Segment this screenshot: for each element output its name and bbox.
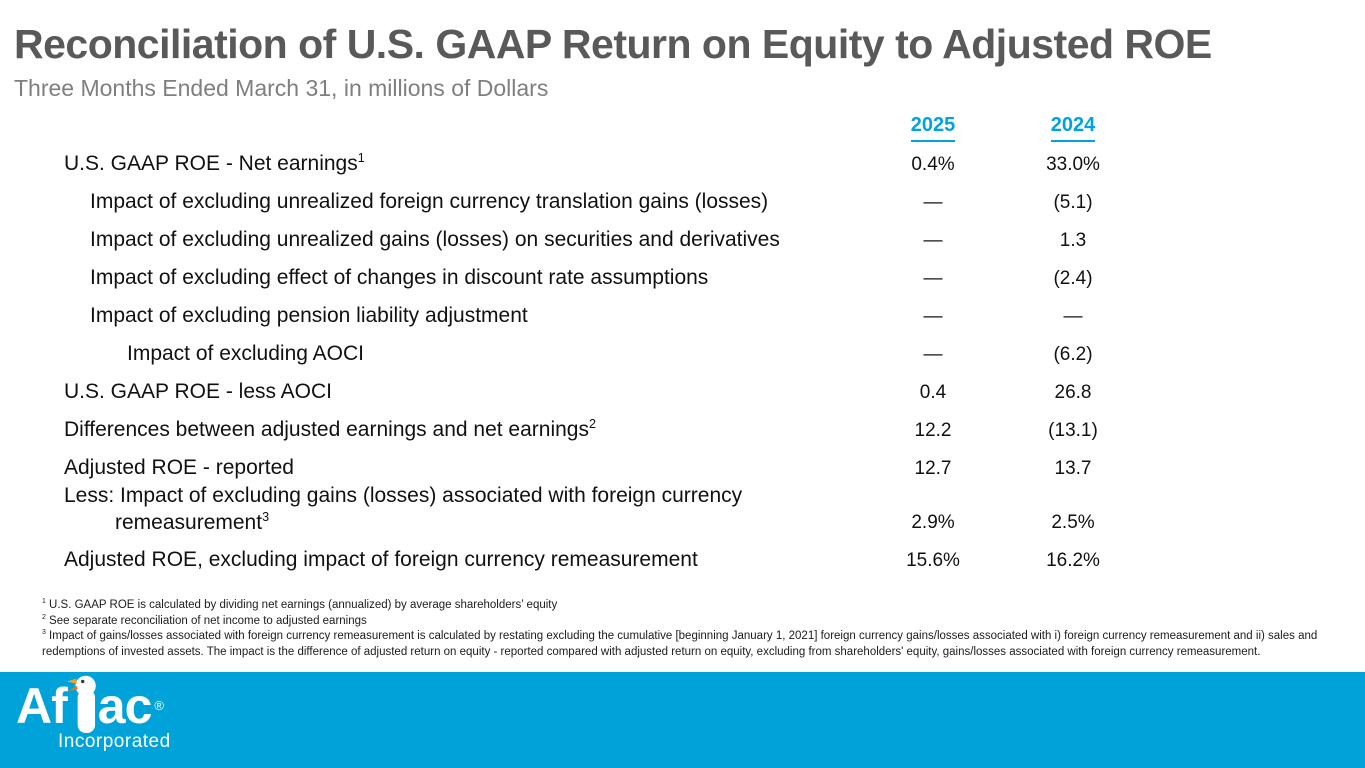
table-header-row: 2025 2024 [64,111,1143,142]
row-label: Impact of excluding effect of changes in… [90,266,709,289]
footnotes: 1 U.S. GAAP ROE is calculated by dividin… [42,598,1354,660]
table-row: Adjusted ROE - reported 12.7 13.7 [64,454,1143,482]
table-row: Differences between adjusted earnings an… [64,416,1143,444]
table-row: Impact of excluding pension liability ad… [64,302,1143,330]
column-header-2024: 2024 [1003,111,1143,142]
page-subtitle: Three Months Ended March 31, in millions… [14,75,549,101]
table-row: Impact of excluding effect of changes in… [64,264,1143,292]
footnote-marker: 1 [42,598,46,606]
footnote-marker: 3 [42,629,46,637]
value-2025: 0.4% [911,154,955,175]
row-label: U.S. GAAP ROE - Net earnings1 [64,151,365,175]
value-2025: 12.7 [914,458,952,479]
value-2025: — [923,230,943,251]
value-2025: — [923,344,943,365]
table-row: Less: Impact of excluding gains (losses)… [64,482,1143,536]
footnote-ref: 1 [357,151,365,165]
row-label: Less: Impact of excluding gains (losses)… [64,484,743,534]
value-2024: 1.3 [1059,230,1087,251]
value-2024: 13.7 [1054,458,1092,479]
slide-content: Reconciliation of U.S. GAAP Return on Eq… [14,21,1354,660]
value-2025: 2.9% [911,512,955,533]
aflac-wordmark: Af ac ® [16,675,1365,738]
value-2024: (5.1) [1053,192,1093,213]
table-row: Impact of excluding AOCI — (6.2) [64,340,1143,368]
value-2024: (13.1) [1048,420,1098,441]
footnote-marker: 2 [42,613,46,621]
aflac-duck-icon [66,675,96,733]
logo-text-right: ac [97,678,153,734]
year-2025-label: 2025 [910,111,956,142]
value-2025: 15.6% [906,550,960,571]
table-row: Impact of excluding unrealized foreign c… [64,188,1143,216]
footnote-3: 3 Impact of gains/losses associated with… [42,629,1318,658]
value-2025: — [923,192,943,213]
registered-trademark: ® [154,698,164,713]
row-label: Differences between adjusted earnings an… [64,417,596,441]
value-2024: 16.2% [1046,550,1100,571]
row-label: Impact of excluding unrealized gains (lo… [90,228,780,251]
value-2025: — [923,268,943,289]
value-2024: — [1063,306,1083,327]
footer-bar: Af ac ® Incorporated [0,672,1365,768]
roe-reconciliation-table: 2025 2024 U.S. GAAP ROE - Net earnings1 … [64,111,1143,574]
value-2024: (2.4) [1053,268,1093,289]
value-2024: 2.5% [1051,512,1095,533]
year-2024-label: 2024 [1050,111,1096,142]
table-row: Adjusted ROE, excluding impact of foreig… [64,546,1143,574]
value-2025: 0.4 [919,382,947,403]
value-2024: 33.0% [1046,154,1100,175]
row-label: U.S. GAAP ROE - less AOCI [64,380,333,403]
logo-subtext: Incorporated [58,731,171,752]
row-label: Impact of excluding AOCI [127,342,364,365]
footnote-ref: 2 [588,417,596,431]
value-2025: 12.2 [914,420,952,441]
column-header-2025: 2025 [863,111,1003,142]
table-row: Impact of excluding unrealized gains (lo… [64,226,1143,254]
footnote-2: 2 See separate reconciliation of net inc… [42,613,367,627]
row-label: Impact of excluding pension liability ad… [90,304,528,327]
row-label: Adjusted ROE, excluding impact of foreig… [64,548,698,571]
row-label: Adjusted ROE - reported [64,456,294,479]
value-2025: — [923,306,943,327]
logo-text-left: Af [16,678,68,734]
table-row: U.S. GAAP ROE - less AOCI 0.4 26.8 [64,378,1143,406]
value-2024: 26.8 [1054,382,1092,403]
table-row: U.S. GAAP ROE - Net earnings1 0.4% 33.0% [64,150,1143,178]
aflac-logo: Af ac ® Incorporated [0,672,1365,753]
page-title: Reconciliation of U.S. GAAP Return on Eq… [14,21,1212,67]
footnote-ref: 3 [262,510,270,524]
value-2024: (6.2) [1053,344,1093,365]
footnote-1: 1 U.S. GAAP ROE is calculated by dividin… [42,598,558,611]
row-label: Impact of excluding unrealized foreign c… [90,190,769,213]
